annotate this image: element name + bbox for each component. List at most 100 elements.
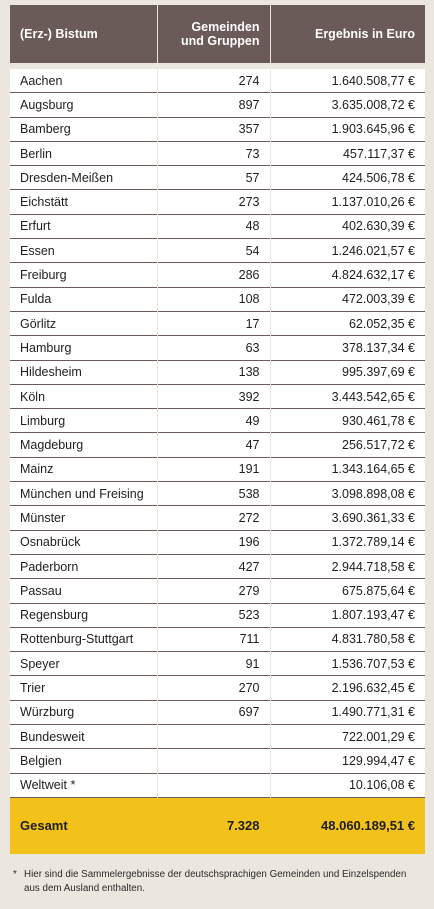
column-header-gemeinden: Gemeinden und Gruppen: [157, 5, 271, 63]
table-row: Speyer 91 1.536.707,53 €: [10, 651, 425, 676]
row-amount: 3.635.008,72 €: [270, 92, 425, 118]
table-row: Fulda 108 472.003,39 €: [10, 286, 425, 312]
row-count: 286: [157, 262, 271, 288]
footnote: * Hier sind die Sammelergebnisse der deu…: [13, 868, 423, 896]
row-count: 73: [157, 140, 271, 166]
row-name: Speyer: [10, 651, 158, 676]
table-row: Freiburg 286 4.824.632,17 €: [10, 262, 425, 288]
row-name: Hamburg: [10, 335, 158, 361]
row-count: 897: [157, 92, 271, 118]
header-gap: [10, 62, 425, 69]
table-row: Rottenburg-Stuttgart 711 4.831.780,58 €: [10, 626, 425, 652]
row-amount: 1.903.645,96 €: [270, 116, 425, 142]
table-row: Mainz 191 1.343.164,65 €: [10, 456, 425, 482]
row-amount: 3.690.361,33 €: [270, 505, 425, 531]
table-row: Hildesheim 138 995.397,69 €: [10, 359, 425, 385]
row-count: 427: [157, 553, 271, 579]
row-amount: 1.343.164,65 €: [270, 456, 425, 482]
row-name: Aachen: [10, 69, 158, 93]
row-name: Hildesheim: [10, 359, 158, 385]
row-amount: 457.117,37 €: [270, 140, 425, 166]
row-amount: 62.052,35 €: [270, 310, 425, 336]
row-name: Freiburg: [10, 262, 158, 288]
table-row: Würzburg 697 1.490.771,31 €: [10, 699, 425, 725]
row-name: Limburg: [10, 408, 158, 433]
row-amount: 1.246.021,57 €: [270, 238, 425, 263]
row-amount: 3.098.898,08 €: [270, 481, 425, 506]
row-count: [157, 748, 271, 774]
table-row: Hamburg 63 378.137,34 €: [10, 335, 425, 361]
row-name: Weltweit *: [10, 772, 158, 798]
row-count: 108: [157, 286, 271, 312]
table-row: Trier 270 2.196.632,45 €: [10, 675, 425, 701]
row-count: 17: [157, 310, 271, 336]
row-count: [157, 772, 271, 798]
row-count: 711: [157, 626, 271, 652]
row-amount: 1.640.508,77 €: [270, 69, 425, 93]
row-name: Augsburg: [10, 92, 158, 118]
table-row: Augsburg 897 3.635.008,72 €: [10, 92, 425, 118]
row-amount: 3.443.542,65 €: [270, 383, 425, 409]
total-row: Gesamt 7.328 48.060.189,51 €: [10, 796, 425, 854]
row-name: Essen: [10, 238, 158, 263]
row-name: Paderborn: [10, 553, 158, 579]
row-count: 91: [157, 651, 271, 676]
row-name: Köln: [10, 383, 158, 409]
table-row: Osnabrück 196 1.372.789,14 €: [10, 529, 425, 555]
row-count: 63: [157, 335, 271, 361]
results-table: (Erz-) Bistum Gemeinden und Gruppen Erge…: [10, 5, 425, 854]
table-row: Paderborn 427 2.944.718,58 €: [10, 553, 425, 579]
table-row: Weltweit * 10.106,08 €: [10, 772, 425, 798]
row-count: 357: [157, 116, 271, 142]
table-row: Aachen 274 1.640.508,77 €: [10, 69, 425, 93]
total-amount: 48.060.189,51 €: [270, 796, 425, 854]
row-amount: 10.106,08 €: [270, 772, 425, 798]
table-row: Limburg 49 930.461,78 €: [10, 408, 425, 433]
row-name: Würzburg: [10, 699, 158, 725]
row-count: 392: [157, 383, 271, 409]
row-count: 49: [157, 408, 271, 433]
table-header: (Erz-) Bistum Gemeinden und Gruppen Erge…: [10, 5, 425, 63]
row-name: Passau: [10, 578, 158, 604]
row-count: 196: [157, 529, 271, 555]
row-amount: 930.461,78 €: [270, 408, 425, 433]
row-name: Görlitz: [10, 310, 158, 336]
row-count: 697: [157, 699, 271, 725]
row-amount: 378.137,34 €: [270, 335, 425, 361]
row-amount: 675.875,64 €: [270, 578, 425, 604]
row-count: [157, 724, 271, 749]
row-name: Magdeburg: [10, 432, 158, 458]
row-count: 48: [157, 213, 271, 239]
row-name: Belgien: [10, 748, 158, 774]
table-row: Görlitz 17 62.052,35 €: [10, 310, 425, 336]
row-amount: 256.517,72 €: [270, 432, 425, 458]
row-amount: 722.001,29 €: [270, 724, 425, 749]
row-count: 538: [157, 481, 271, 506]
row-amount: 1.536.707,53 €: [270, 651, 425, 676]
row-name: Osnabrück: [10, 529, 158, 555]
row-count: 274: [157, 69, 271, 93]
row-count: 138: [157, 359, 271, 385]
row-amount: 424.506,78 €: [270, 165, 425, 190]
row-count: 47: [157, 432, 271, 458]
row-count: 191: [157, 456, 271, 482]
row-amount: 472.003,39 €: [270, 286, 425, 312]
row-name: Mainz: [10, 456, 158, 482]
row-name: Regensburg: [10, 602, 158, 628]
table-row: Magdeburg 47 256.517,72 €: [10, 432, 425, 458]
row-count: 273: [157, 189, 271, 215]
row-amount: 4.824.632,17 €: [270, 262, 425, 288]
row-amount: 2.944.718,58 €: [270, 553, 425, 579]
table-row: Eichstätt 273 1.137.010,26 €: [10, 189, 425, 215]
table-row: Bundesweit 722.001,29 €: [10, 724, 425, 749]
footnote-mark: *: [13, 869, 17, 880]
row-name: Dresden-Meißen: [10, 165, 158, 190]
row-amount: 995.397,69 €: [270, 359, 425, 385]
table-row: Erfurt 48 402.630,39 €: [10, 213, 425, 239]
table-row: Passau 279 675.875,64 €: [10, 578, 425, 604]
row-amount: 1.807.193,47 €: [270, 602, 425, 628]
row-count: 272: [157, 505, 271, 531]
row-count: 523: [157, 602, 271, 628]
row-name: Bamberg: [10, 116, 158, 142]
